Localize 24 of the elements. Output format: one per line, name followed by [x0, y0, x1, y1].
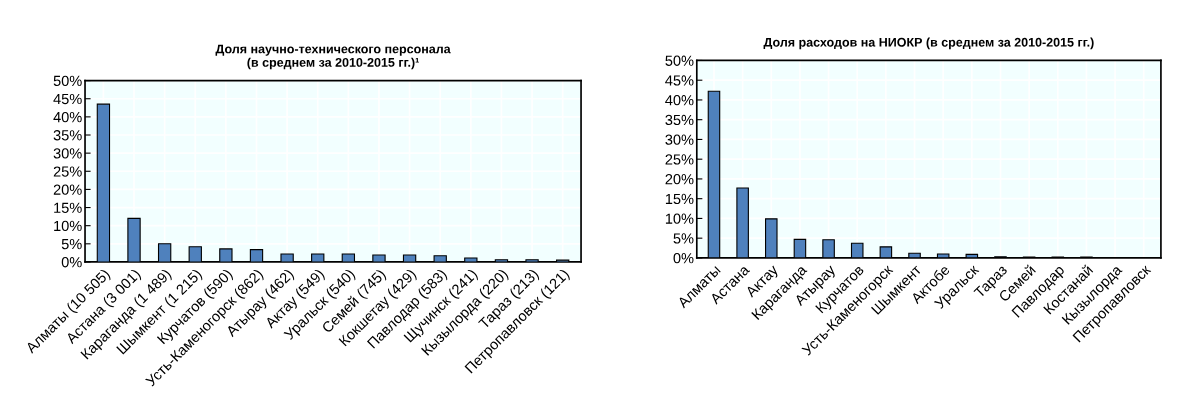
y-tick-label: 25% — [53, 166, 82, 177]
y-tick-label: 10% — [54, 220, 82, 232]
y-tick-label: 20% — [665, 174, 694, 185]
y-tick-label: 35% — [665, 114, 694, 126]
y-tick-label: 30% — [665, 134, 694, 145]
y-tick-label: 20% — [53, 184, 82, 195]
y-tick-label: 5% — [61, 238, 82, 250]
y-tick-label: 15% — [54, 202, 82, 213]
y-tick-label: 30% — [53, 148, 82, 159]
y-tick-label: 0% — [673, 253, 694, 264]
y-tick-label: 45% — [665, 75, 694, 86]
y-tick-label: 35% — [53, 130, 82, 141]
chart-title: Доля научно-технического персонала (в среднем за 2010-2015 гг.)¹ — [215, 44, 451, 70]
y-tick-label: 0% — [61, 257, 82, 268]
y-tick-label: 45% — [53, 93, 82, 105]
y-tick-label: 10% — [665, 213, 694, 224]
y-tick-label: 40% — [665, 95, 694, 106]
chart-title: Доля расходов на НИОКР (в среднем за 2010-2015 гг.) — [763, 37, 1094, 50]
y-tick-label: 40% — [53, 111, 82, 123]
y-tick-label: 50% — [53, 75, 82, 87]
y-tick-label: 15% — [665, 193, 694, 205]
y-tick-label: 50% — [665, 55, 694, 66]
y-tick-label: 25% — [665, 154, 694, 165]
y-tick-label: 5% — [673, 233, 694, 244]
